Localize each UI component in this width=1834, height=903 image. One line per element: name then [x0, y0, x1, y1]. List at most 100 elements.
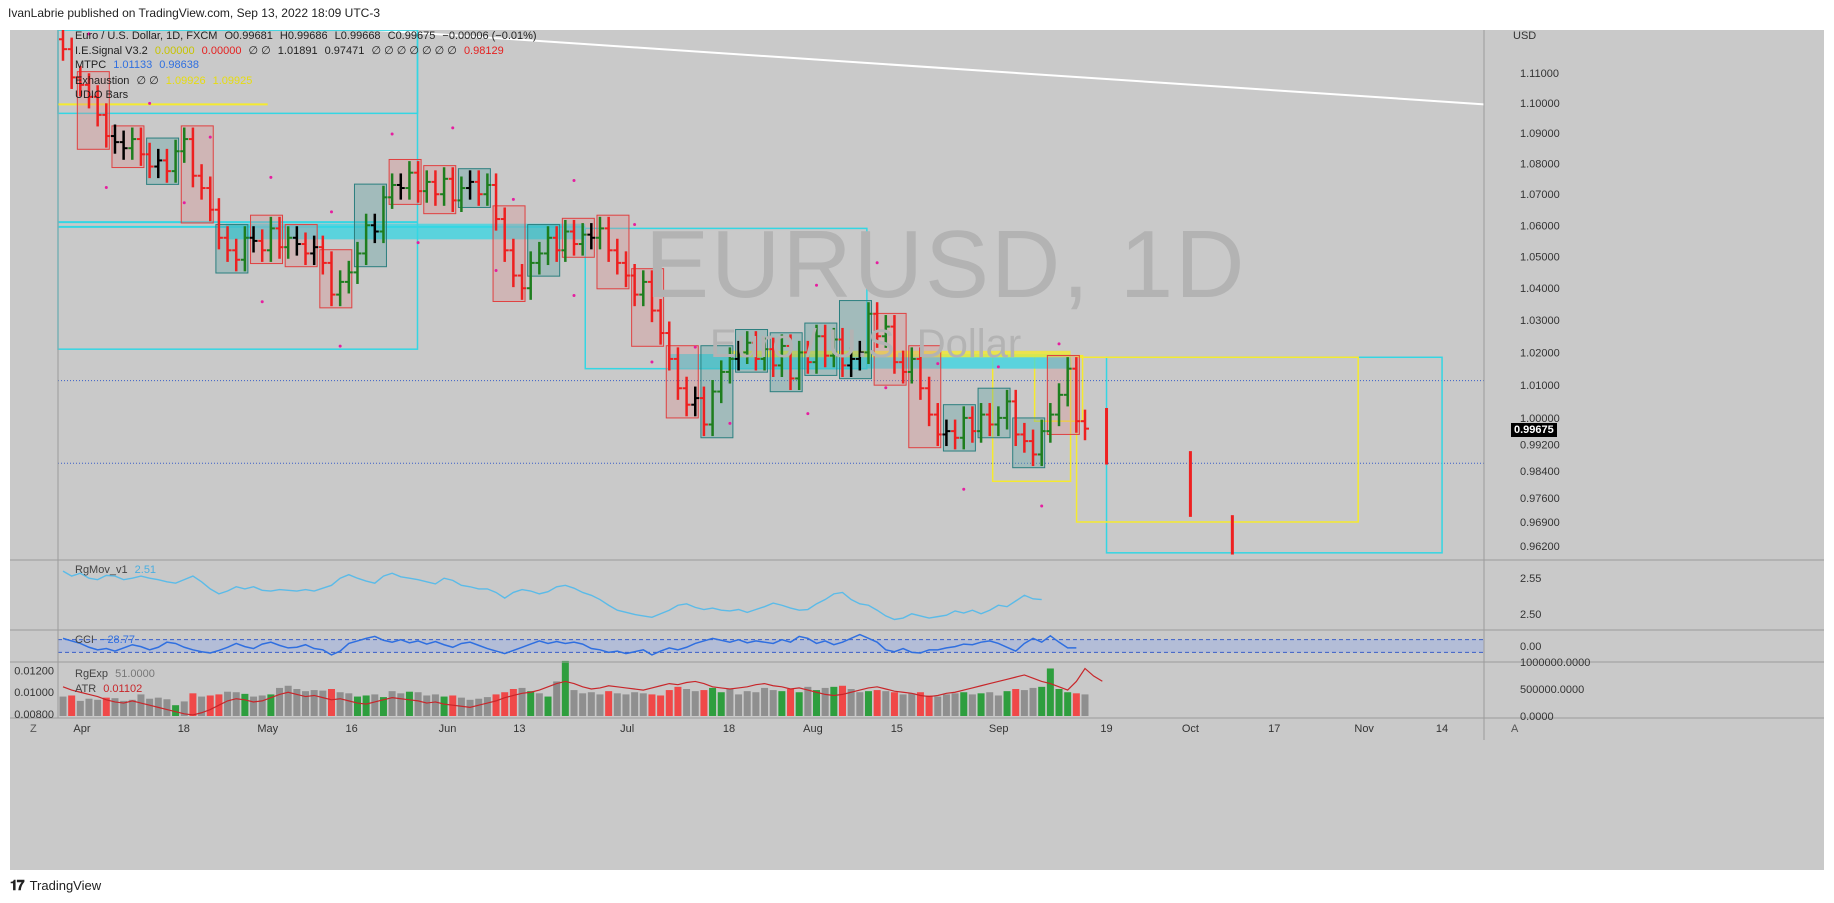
rgexp-tick-label: 1000000.0000 — [1520, 657, 1590, 669]
rgexp-bar — [648, 694, 656, 716]
rgexp-bar — [310, 690, 318, 716]
rgexp-bar — [388, 691, 396, 716]
rgexp-bar — [1020, 690, 1028, 716]
rgexp-bar — [847, 689, 855, 716]
chart-canvas[interactable]: 1.11000 1.10000 1.09000 1.08000 1.07000 1.060… — [10, 30, 1824, 870]
cci-name: CCI — [75, 634, 94, 646]
rgexp-bar — [293, 689, 301, 716]
description-watermark: Euro / U.S. Dollar — [710, 322, 1022, 366]
rgexp-bar — [232, 692, 240, 716]
udio-name: UDIO Bars — [75, 89, 129, 101]
price-tick-label: 0.97600 — [1520, 493, 1560, 505]
indicator-panes — [58, 570, 1484, 716]
rgexp-bar — [743, 691, 751, 716]
rgexp-bar — [206, 695, 214, 716]
rgexp-bar — [345, 693, 353, 716]
mtpc-legend[interactable]: MTPC 1.01133 0.98638 — [75, 59, 203, 71]
rgexp-bar — [1081, 694, 1089, 716]
rgexp-bar — [778, 691, 786, 716]
rgexp-bar — [570, 690, 578, 716]
bear-signal-box — [665, 345, 699, 419]
ie-signal-legend[interactable]: I.E.Signal V3.2 0.00000 0.00000 ∅ ∅ 1.01… — [75, 44, 508, 57]
signal-dot — [754, 290, 758, 294]
rgexp-bar — [761, 687, 769, 716]
signal-dot — [260, 300, 264, 304]
time-tick-label: Jul — [620, 723, 634, 735]
currency-label: USD — [1513, 30, 1537, 42]
rgexp-bar — [327, 689, 335, 716]
signal-dot — [208, 135, 212, 139]
rgexp-bar — [440, 696, 448, 716]
udio-legend[interactable]: UDIO Bars — [75, 89, 132, 101]
rgexp-bar — [769, 690, 777, 716]
time-tick-label: Aug — [803, 723, 823, 735]
price-tick-label: 1.05000 — [1520, 252, 1560, 264]
rgexp-bar — [128, 699, 136, 716]
rgexp-bar — [726, 689, 734, 716]
ie-signal-v2: 0.00000 — [201, 45, 242, 57]
signal-dot — [693, 345, 697, 349]
auto-scale-button[interactable]: A — [1511, 723, 1519, 735]
rgexp-bar — [674, 686, 682, 716]
rgexp-bar — [137, 694, 145, 716]
rgexp-bar — [379, 697, 387, 716]
chart-frame[interactable]: 1.11000 1.10000 1.09000 1.08000 1.07000 1.060… — [10, 30, 1824, 870]
rgexp-bar — [561, 660, 569, 716]
rgexp-bar — [908, 693, 916, 716]
time-tick-label: 15 — [891, 723, 903, 735]
symbol-legend[interactable]: Euro / U.S. Dollar, 1D, FXCM O0.99681 H0… — [75, 30, 541, 42]
signal-dot — [451, 126, 455, 130]
rgexp-bar — [250, 696, 258, 716]
rgexp-bar — [336, 692, 344, 716]
time-tick-label: 18 — [178, 723, 190, 735]
rgexp-legend[interactable]: RgExp 51.0000 — [75, 668, 159, 680]
cci-legend[interactable]: CCI −28.77 — [75, 634, 139, 646]
price-tick-label: 0.98400 — [1520, 466, 1560, 478]
ohlc-high: H0.99686 — [279, 30, 328, 42]
rgexp-bar — [544, 696, 552, 716]
bull-signal-box — [215, 224, 249, 274]
rgexp-tick-label: 500000.0000 — [1520, 684, 1584, 696]
rgexp-bar — [735, 694, 743, 716]
rgexp-bar — [276, 687, 284, 716]
signal-dot — [650, 360, 654, 364]
signal-dot — [1040, 504, 1044, 508]
price-tick-label: 1.06000 — [1520, 220, 1560, 232]
rgexp-bar — [284, 685, 292, 716]
rgexp-bar — [492, 694, 500, 716]
price-tick-label: 1.11000 — [1520, 68, 1559, 80]
yellow-band — [729, 350, 1071, 358]
rgexp-bar — [483, 697, 491, 716]
publisher-header: IvanLabrie published on TradingView.com,… — [8, 6, 381, 20]
price-change: −0.00006 (−0.01%) — [442, 30, 537, 42]
atr-legend[interactable]: ATR 0.01102 — [75, 683, 146, 695]
rgexp-bar — [882, 691, 890, 716]
signal-dot — [875, 261, 879, 265]
rgexp-bar — [986, 692, 994, 716]
signal-dot — [87, 32, 91, 36]
signal-dot — [815, 283, 819, 287]
rgexp-bar — [163, 699, 171, 716]
signal-dot — [104, 186, 108, 190]
rgexp-bar — [587, 692, 595, 716]
signal-dot — [511, 197, 515, 201]
rgexp-bar — [241, 693, 249, 716]
price-tick-label: 0.96200 — [1520, 541, 1560, 553]
rgexp-bar — [102, 697, 110, 716]
rgexp-bar — [68, 695, 76, 716]
rgexp-bar — [423, 695, 431, 716]
zoom-button[interactable]: Z — [30, 723, 37, 735]
signal-dot — [416, 241, 420, 245]
time-tick-label: Oct — [1182, 723, 1199, 735]
signal-dot — [148, 101, 152, 105]
rgexp-bar — [613, 693, 621, 716]
rgexp-bar — [120, 700, 128, 716]
bear-signal-box — [388, 158, 422, 205]
rgexp-bar — [258, 695, 266, 716]
rgexp-bar — [146, 698, 154, 716]
rgexp-bar — [302, 691, 310, 716]
exhaustion-legend[interactable]: Exhaustion ∅ ∅ 1.09926 1.09925 — [75, 74, 256, 87]
mtpc-name: MTPC — [75, 59, 107, 71]
rgexp-bar — [1055, 689, 1063, 716]
rgmov-legend[interactable]: RgMov_v1 2.51 — [75, 564, 160, 576]
